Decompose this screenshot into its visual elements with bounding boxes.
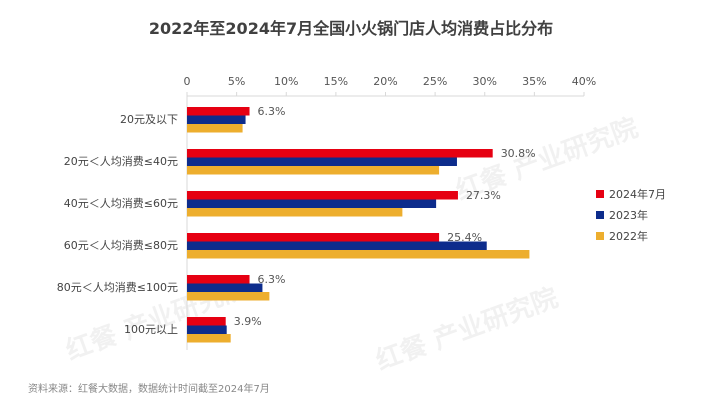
- bar-2023年: [187, 325, 227, 334]
- bar-2024年7月: [187, 233, 440, 242]
- bar-2024年7月: [187, 317, 226, 326]
- bar-2022年: [187, 124, 243, 133]
- category-label: 60元＜人均消费≤80元: [64, 238, 178, 252]
- bar-2022年: [187, 208, 403, 217]
- bar-2023年: [187, 199, 437, 208]
- data-label: 6.3%: [258, 105, 286, 118]
- bar-2023年: [187, 115, 246, 124]
- category-label: 40元＜人均消费≤60元: [64, 196, 178, 210]
- category-label: 100元以上: [124, 323, 178, 336]
- x-tick-label: 30%: [473, 75, 497, 88]
- category-label: 80元＜人均消费≤100元: [57, 280, 178, 294]
- legend-label: 2022年: [609, 229, 648, 243]
- x-tick-label: 10%: [274, 75, 298, 88]
- data-label: 3.9%: [234, 315, 262, 328]
- x-tick-label: 15%: [324, 75, 348, 88]
- legend-label: 2024年7月: [609, 187, 666, 201]
- data-label: 27.3%: [466, 189, 501, 202]
- x-tick-label: 0: [184, 75, 191, 88]
- legend-label: 2023年: [609, 208, 648, 222]
- chart-title: 2022年至2024年7月全国小火锅门店人均消费占比分布: [149, 19, 553, 38]
- data-label: 6.3%: [258, 273, 286, 286]
- category-label: 20元＜人均消费≤40元: [64, 154, 178, 168]
- bar-2022年: [187, 334, 231, 343]
- legend-swatch: [596, 190, 604, 198]
- data-label: 30.8%: [501, 147, 536, 160]
- bar-2024年7月: [187, 275, 250, 284]
- x-tick-label: 35%: [522, 75, 546, 88]
- x-tick-label: 5%: [228, 75, 245, 88]
- bar-2023年: [187, 241, 487, 250]
- x-tick-label: 25%: [423, 75, 447, 88]
- source-note: 资料来源：红餐大数据，数据统计时间截至2024年7月: [28, 382, 270, 395]
- bar-2024年7月: [187, 191, 458, 200]
- bar-2024年7月: [187, 107, 250, 116]
- category-label: 20元及以下: [120, 113, 178, 126]
- bar-2022年: [187, 166, 440, 175]
- watermark: 红餐 产业研究院: [372, 282, 562, 376]
- bar-2024年7月: [187, 149, 493, 158]
- bar-2023年: [187, 283, 263, 292]
- bar-2022年: [187, 292, 270, 301]
- data-label: 25.4%: [447, 231, 482, 244]
- bar-2022年: [187, 250, 530, 259]
- legend-swatch: [596, 211, 604, 219]
- x-tick-label: 40%: [572, 75, 596, 88]
- legend-swatch: [596, 232, 604, 240]
- x-tick-label: 20%: [373, 75, 397, 88]
- bar-2023年: [187, 157, 457, 166]
